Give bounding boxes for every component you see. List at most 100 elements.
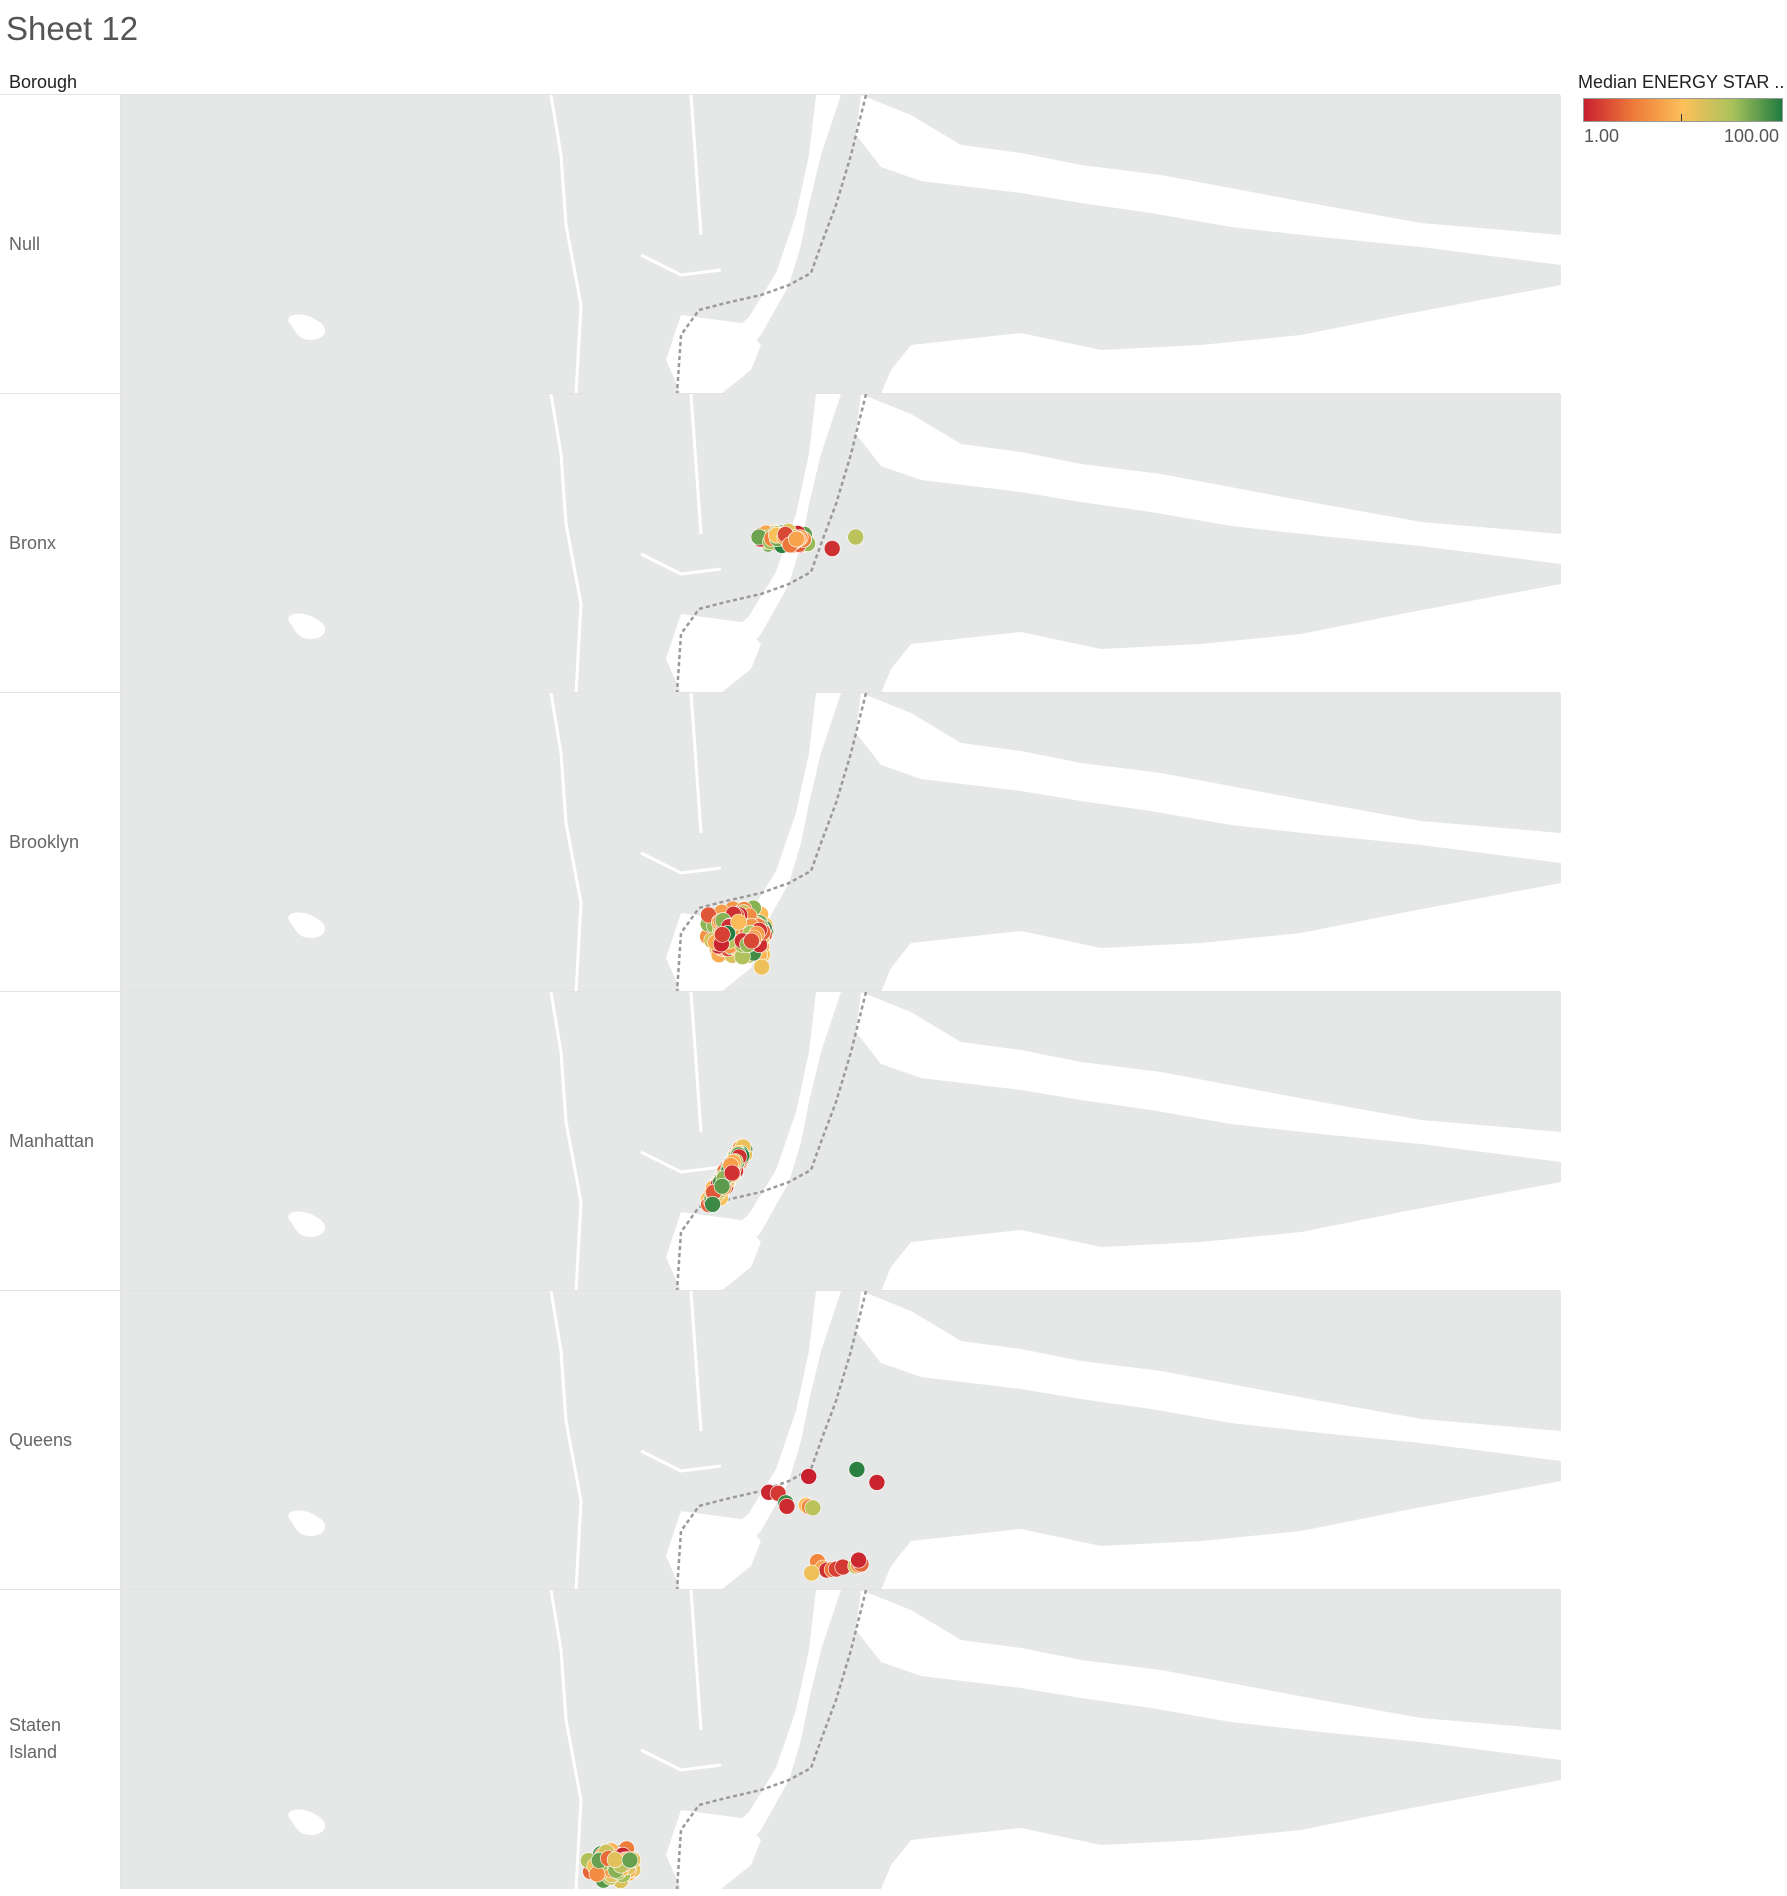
building-points-layer: [760, 1461, 886, 1582]
building-point[interactable]: [588, 1865, 606, 1883]
building-point[interactable]: [730, 913, 747, 931]
map-water: [681, 1291, 841, 1590]
building-point[interactable]: [800, 1468, 818, 1485]
building-point[interactable]: [606, 1851, 624, 1869]
facet-row: Null: [0, 94, 1561, 394]
map-water: [856, 95, 1561, 265]
borough-row-label: Brooklyn: [9, 832, 80, 852]
state-boundary-line: [675, 1590, 868, 1889]
map-water: [1151, 325, 1561, 393]
building-point[interactable]: [804, 1499, 822, 1517]
map-river: [640, 1748, 722, 1772]
map-river: [689, 1590, 703, 1731]
map-svg[interactable]: [121, 992, 1561, 1291]
map-svg[interactable]: [121, 1590, 1561, 1889]
map-svg[interactable]: [121, 95, 1561, 394]
building-point[interactable]: [753, 958, 771, 976]
worksheet-title: Sheet 12: [6, 10, 139, 47]
facet-row: Brooklyn: [0, 692, 1561, 992]
map-water: [1151, 1521, 1561, 1589]
map-water: [856, 693, 1561, 863]
building-point[interactable]: [723, 1164, 741, 1182]
map-water: [881, 584, 1561, 693]
borough-row-label: Manhattan: [9, 1131, 95, 1151]
building-point[interactable]: [803, 1564, 820, 1582]
facet-row: Manhattan: [0, 991, 1561, 1291]
building-point[interactable]: [713, 1177, 731, 1195]
building-point[interactable]: [743, 932, 760, 950]
map-water: [666, 1511, 761, 1590]
map-river: [549, 992, 583, 1291]
building-points-layer: [750, 523, 865, 557]
map-river: [689, 693, 703, 834]
map-water: [1151, 923, 1561, 991]
state-boundary-line: [675, 1291, 868, 1590]
legend-title: Median ENERGY STAR ..: [1578, 72, 1785, 92]
map-water: [881, 1182, 1561, 1291]
map-water: [288, 1510, 326, 1536]
borough-row-label-line: Staten: [9, 1715, 62, 1735]
building-point[interactable]: [778, 1498, 796, 1515]
borough-row-label: Queens: [9, 1430, 73, 1450]
map-water: [666, 315, 761, 394]
map-svg[interactable]: [121, 1291, 1561, 1590]
map-water: [288, 1809, 326, 1835]
map-river: [640, 1150, 722, 1174]
building-point[interactable]: [868, 1474, 886, 1491]
building-point[interactable]: [847, 528, 865, 546]
map-panel[interactable]: [120, 693, 1561, 992]
borough-row-label: Bronx: [9, 533, 57, 553]
map-water: [856, 992, 1561, 1162]
map-river: [549, 1590, 583, 1889]
map-river: [640, 552, 722, 576]
map-river: [689, 1291, 703, 1432]
map-river: [689, 394, 703, 535]
building-point[interactable]: [713, 926, 731, 943]
state-boundary-line: [675, 693, 868, 992]
map-river: [689, 992, 703, 1133]
map-river: [689, 95, 703, 236]
legend-midpoint-tick: [1681, 114, 1682, 121]
map-water: [856, 394, 1561, 564]
borough-row-label-line: Island: [9, 1742, 58, 1762]
map-water: [881, 1481, 1561, 1590]
map-river: [549, 1291, 583, 1590]
map-water: [856, 1291, 1561, 1461]
map-water: [856, 1590, 1561, 1760]
legend-max-label: 100.00: [1723, 126, 1779, 146]
color-legend[interactable]: Median ENERGY STAR .. 1.00 100.00: [1578, 72, 1785, 146]
map-water: [288, 613, 326, 639]
legend-min-label: 1.00: [1584, 126, 1620, 146]
map-panel[interactable]: [120, 992, 1561, 1291]
building-point[interactable]: [788, 530, 805, 548]
building-point[interactable]: [848, 1461, 866, 1478]
map-panel[interactable]: [120, 95, 1561, 394]
map-svg[interactable]: [121, 394, 1561, 693]
map-river: [549, 95, 583, 394]
building-point[interactable]: [621, 1851, 639, 1869]
building-point[interactable]: [850, 1551, 867, 1569]
map-water: [881, 883, 1561, 992]
map-river: [549, 394, 583, 693]
map-panel[interactable]: [120, 1590, 1561, 1889]
map-panel[interactable]: [120, 1291, 1561, 1590]
map-water: [681, 1590, 841, 1889]
map-water: [1151, 624, 1561, 692]
map-water: [1151, 1222, 1561, 1290]
map-water: [288, 912, 326, 938]
state-boundary-line: [675, 394, 868, 693]
map-water: [288, 1211, 326, 1237]
legend-color-ramp: [1583, 98, 1783, 122]
map-svg[interactable]: [121, 693, 1561, 992]
building-point[interactable]: [704, 1196, 721, 1213]
map-water: [1151, 1820, 1561, 1888]
map-river: [640, 851, 722, 875]
state-boundary-line: [675, 992, 868, 1291]
facet-row: Bronx: [0, 393, 1561, 693]
map-river: [640, 253, 722, 277]
map-water: [666, 1212, 761, 1291]
state-boundary-line: [675, 95, 868, 394]
building-point[interactable]: [823, 540, 841, 557]
map-water: [666, 614, 761, 693]
map-panel[interactable]: [120, 394, 1561, 693]
